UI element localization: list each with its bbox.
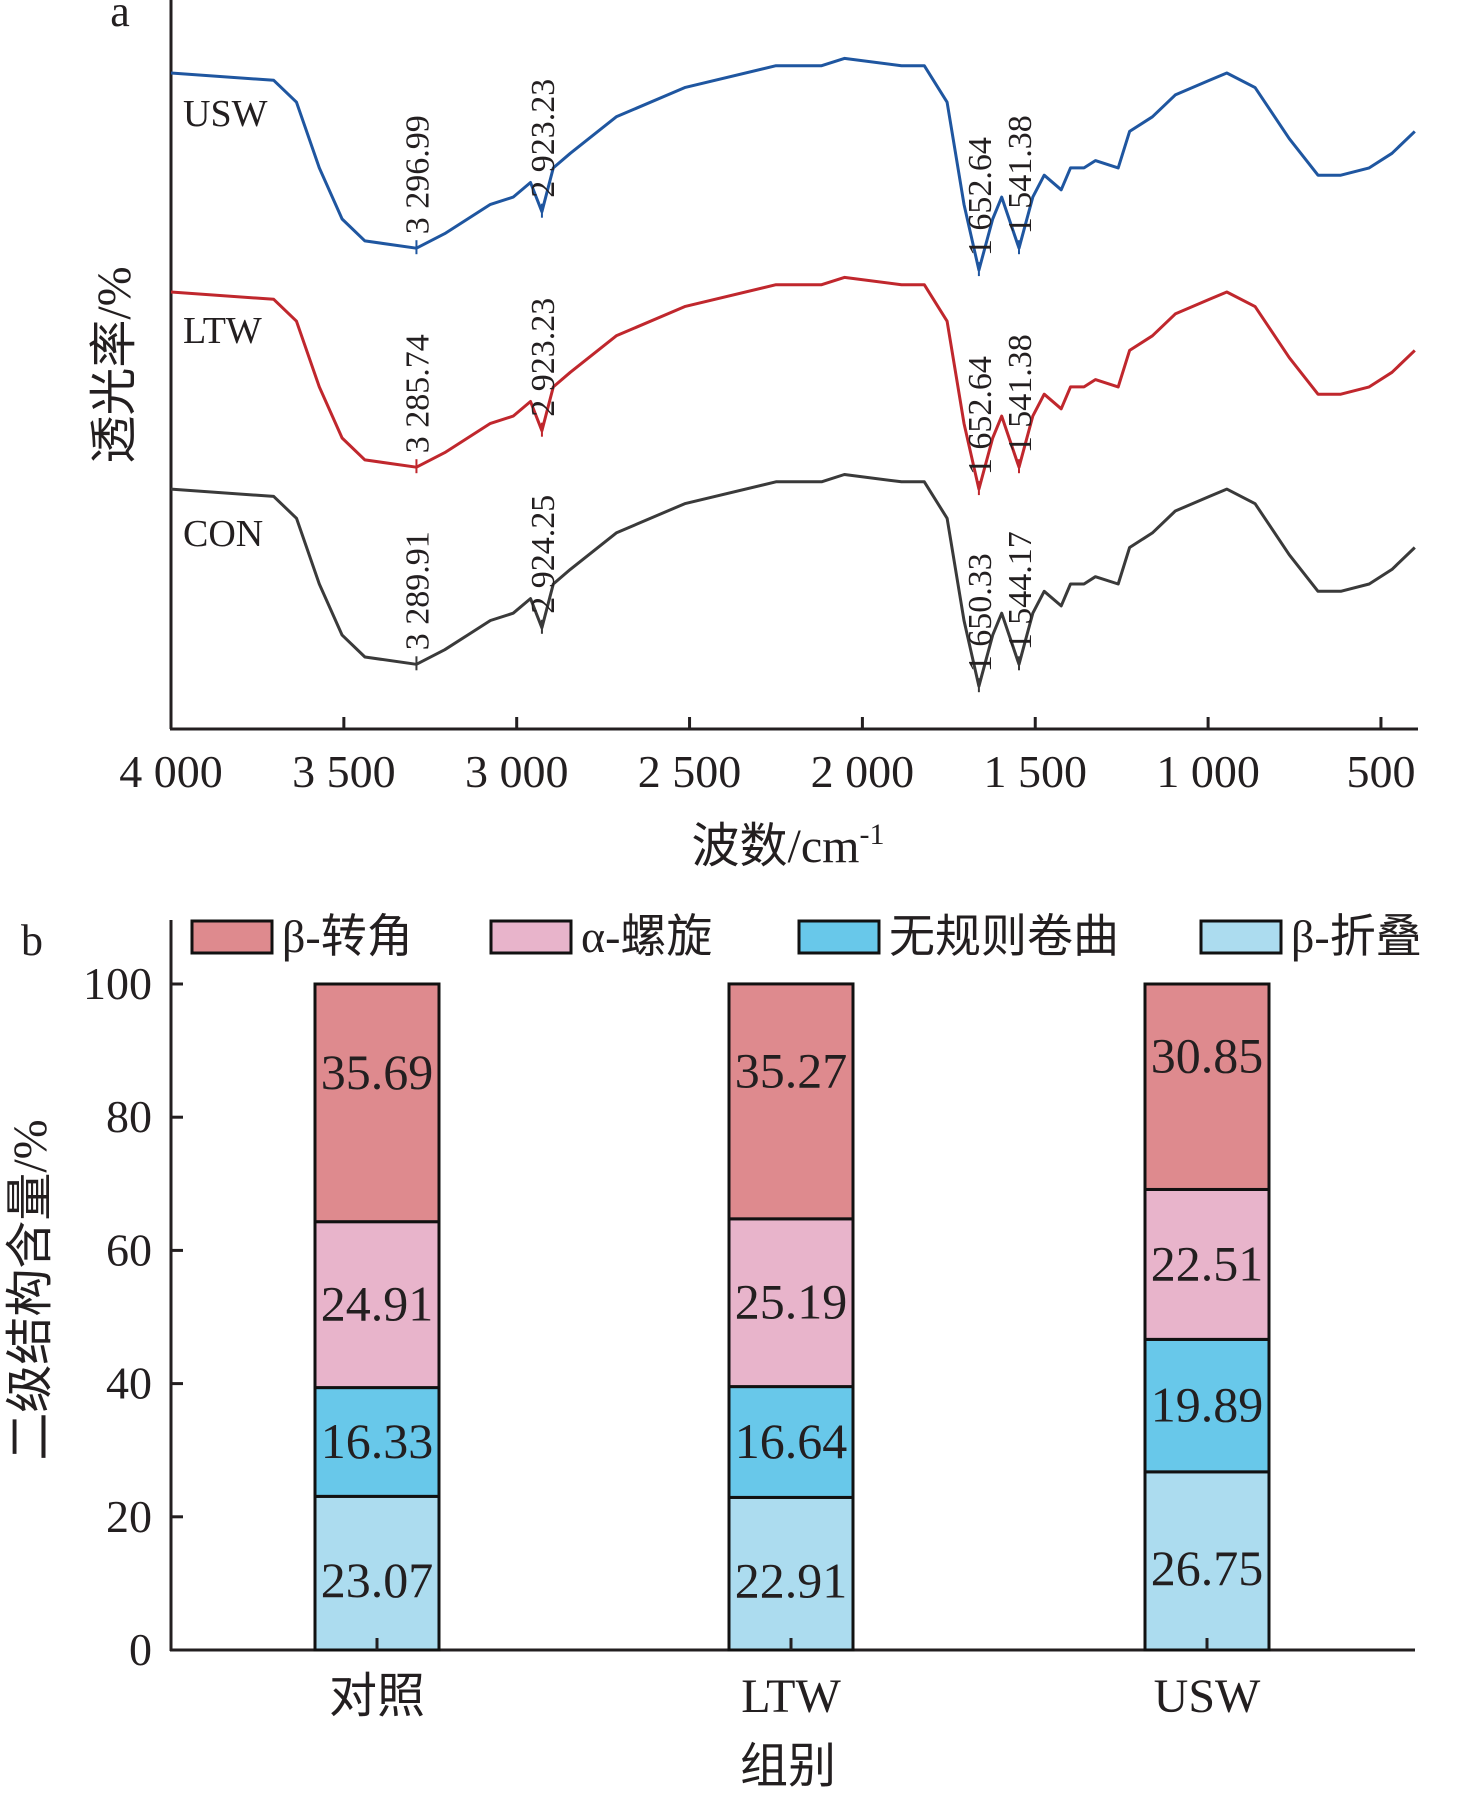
y-tick-label-b: 80	[106, 1091, 152, 1142]
legend-label: β-转角	[282, 911, 413, 962]
bar-segment	[313, 982, 441, 1224]
bar-segment	[313, 1386, 441, 1498]
bar-segment	[1143, 1337, 1271, 1474]
spectrum-line-usw	[170, 56, 1416, 272]
x-tick-label-a: 3 000	[465, 746, 569, 797]
bar-data-label: 25.19	[735, 1274, 848, 1330]
spectrum-line-con	[170, 473, 1416, 688]
bar-segment	[1143, 1187, 1271, 1341]
x-tick-label-b: LTW	[741, 1670, 841, 1723]
x-axis-label-sup: -1	[859, 818, 884, 851]
peak-label: 1 541.38	[1002, 115, 1039, 234]
x-tick-label-a: 500	[1346, 746, 1415, 797]
bar-data-label: 22.51	[1151, 1235, 1264, 1291]
bar-segment	[1143, 1470, 1271, 1652]
legend-label: β-折叠	[1291, 911, 1422, 962]
peak-label: 1 544.17	[1002, 531, 1039, 650]
peak-label: 3 285.74	[399, 334, 436, 453]
bar-data-label: 16.64	[735, 1413, 848, 1469]
y-axis-label-b: 二级结构含量/%	[4, 1119, 57, 1460]
panel-label-a: a	[110, 0, 130, 36]
y-tick-label-b: 20	[106, 1491, 152, 1542]
bar-stack: 26.75 19.89 22.51 30.85 USW	[1143, 982, 1271, 1723]
peak-label: 1 652.64	[962, 356, 999, 475]
legend-label: α-螺旋	[581, 911, 712, 962]
legend-swatch	[1199, 919, 1283, 955]
x-tick-label-a: 4 000	[119, 746, 223, 797]
legend-item: α-螺旋	[489, 911, 712, 962]
x-tick-label-b: 对照	[329, 1670, 425, 1723]
bar-data-label: 35.27	[735, 1042, 848, 1098]
legend-item: β-转角	[190, 911, 413, 962]
peak-label: 2 923.23	[525, 79, 562, 198]
y-tick-label-b: 100	[83, 958, 152, 1009]
legend-swatch	[190, 919, 274, 955]
peak-label: 3 289.91	[399, 531, 436, 650]
series-label: LTW	[183, 310, 262, 352]
bar-segment	[727, 1217, 855, 1389]
bar-data-label: 23.07	[321, 1552, 434, 1608]
series-usw: USW 3 296.99 2 923.23 1 652.64 1 541.38	[170, 56, 1416, 277]
series-con: CON 3 289.91 2 924.25 1 650.33 1 544.17	[170, 473, 1416, 693]
x-axis-label-text: 波数/cm	[692, 820, 860, 873]
bar-segment	[1143, 982, 1271, 1191]
panel-label-b: b	[21, 916, 43, 965]
series-ltw: LTW 3 285.74 2 923.23 1 652.64 1 541.38	[170, 275, 1416, 496]
legend-swatch	[489, 919, 573, 955]
legend-label: 无规则卷曲	[889, 911, 1119, 962]
bar-data-label: 30.85	[1151, 1028, 1264, 1084]
bar-data-label: 22.91	[735, 1553, 848, 1609]
spectrum-line-ltw	[170, 275, 1416, 491]
peak-label: 1 541.38	[1002, 334, 1039, 453]
bar-data-label: 26.75	[1151, 1540, 1264, 1596]
x-tick-label-a: 1 000	[1156, 746, 1260, 797]
peak-label: 3 296.99	[399, 115, 436, 234]
legend-item: 无规则卷曲	[797, 911, 1119, 962]
y-axis-label-a: 透光率/%	[88, 266, 141, 463]
legend-swatch	[797, 919, 881, 955]
x-tick-label-a: 2 500	[638, 746, 742, 797]
peak-label: 2 923.23	[525, 298, 562, 417]
x-tick-label-a: 1 500	[984, 746, 1088, 797]
peak-label: 2 924.25	[525, 495, 562, 614]
series-label: CON	[183, 513, 263, 555]
x-tick-label-a: 3 500	[292, 746, 396, 797]
bar-data-label: 19.89	[1151, 1377, 1264, 1433]
bar-segment	[313, 1494, 441, 1652]
bar-stack: 22.91 16.64 25.19 35.27 LTW	[727, 982, 855, 1723]
bar-data-label: 24.91	[321, 1276, 434, 1332]
x-tick-label-a: 2 000	[811, 746, 915, 797]
bar-segment	[727, 1495, 855, 1652]
bar-segment	[313, 1220, 441, 1390]
ftir-spectra-chart: a 4 000 3 500 3 000 2 500 2 000 1 500 1 000 500…	[88, 0, 1418, 873]
legend-item: β-折叠	[1199, 911, 1422, 962]
y-tick-label-b: 60	[106, 1224, 152, 1275]
peak-label: 1 652.64	[962, 137, 999, 256]
peak-label: 1 650.33	[962, 553, 999, 672]
bar-data-label: 16.33	[321, 1413, 434, 1469]
x-axis-label-a: 波数/cm-1	[692, 818, 885, 873]
bar-segment	[727, 982, 855, 1221]
series-label: USW	[183, 93, 268, 135]
y-tick-label-b: 0	[129, 1624, 152, 1675]
bar-data-label: 35.69	[321, 1044, 434, 1100]
x-axis-label-b: 组别	[740, 1740, 836, 1793]
bar-stack: 23.07 16.33 24.91 35.69 对照	[313, 982, 441, 1723]
y-tick-label-b: 40	[106, 1358, 152, 1409]
secondary-structure-chart: b β-转角 α-螺旋 无规则卷曲 β-折叠 0 20 40 60 80 100 23.07 16…	[4, 911, 1422, 1793]
x-tick-label-b: USW	[1154, 1670, 1261, 1723]
